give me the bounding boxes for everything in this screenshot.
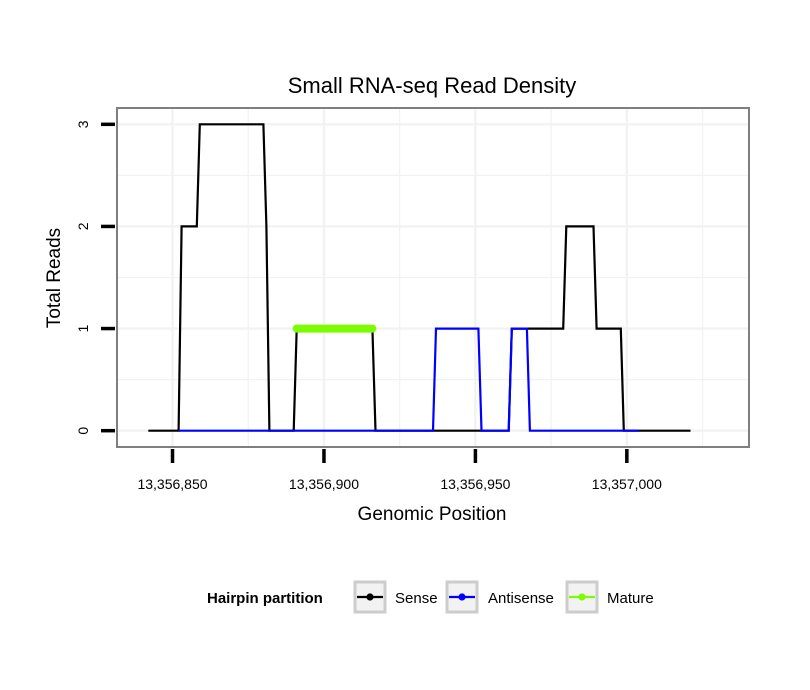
legend-key-point	[578, 593, 586, 601]
legend: Hairpin partition Sense Antisense Mature	[207, 580, 654, 614]
y-tick-label: 1	[75, 324, 91, 332]
plot-panel-border	[116, 107, 750, 448]
legend-label-mature: Mature	[607, 590, 654, 607]
y-tick-label: 2	[75, 222, 91, 230]
x-axis-title: Genomic Position	[358, 504, 507, 525]
chart-title: Small RNA-seq Read Density	[288, 73, 577, 98]
series-line-antisense	[178, 327, 639, 432]
legend-key-point	[366, 593, 374, 601]
y-tick-label: 0	[75, 427, 91, 435]
x-tick-label: 13,356,900	[289, 476, 359, 492]
legend-title: Hairpin partition	[207, 590, 323, 607]
x-tick-label: 13,356,950	[440, 476, 510, 492]
legend-key-point	[458, 593, 466, 601]
y-tick-label: 3	[75, 120, 91, 128]
y-axis-title: Total Reads	[44, 228, 65, 328]
series-layer	[148, 123, 691, 432]
x-tick-label: 13,357,000	[592, 476, 662, 492]
axes: 13,356,850 13,356,900 13,356,950 13,357,000…	[75, 120, 662, 492]
x-tick-label: 13,356,850	[137, 476, 207, 492]
legend-label-antisense: Antisense	[488, 590, 554, 607]
legend-label-sense: Sense	[395, 590, 438, 607]
